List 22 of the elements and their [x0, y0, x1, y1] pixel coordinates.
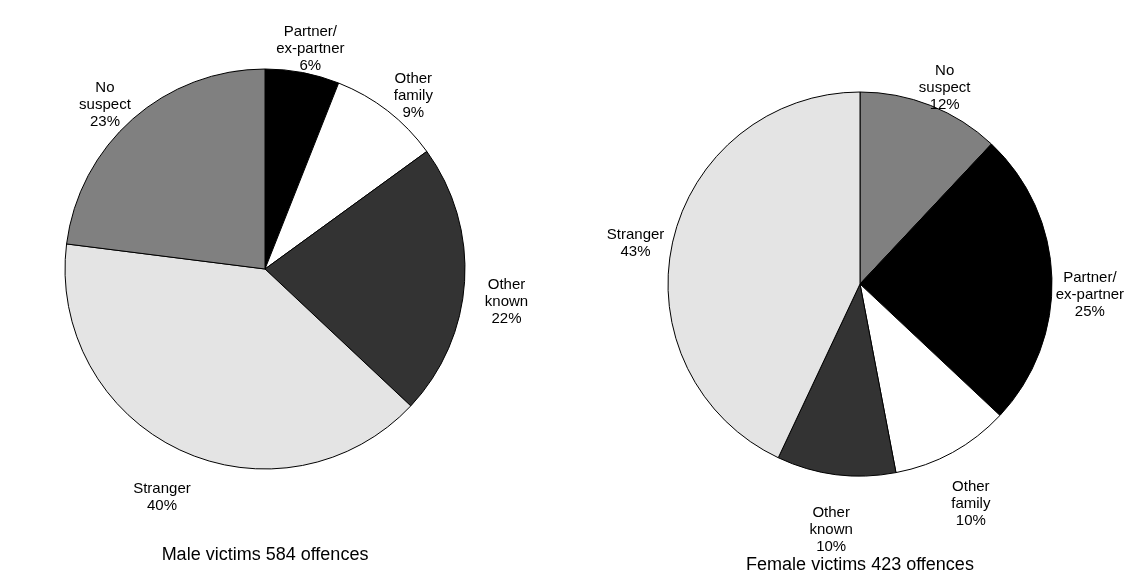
data-label: 25% — [1074, 301, 1105, 319]
data-label: 23% — [89, 112, 120, 130]
slice-label: Other known — [809, 503, 853, 538]
data-label: 10% — [955, 510, 986, 528]
text: Female victims 423 offences — [746, 554, 974, 575]
slice-label: No suspect — [79, 78, 132, 113]
data-label: 10% — [816, 537, 847, 555]
data-label: 40% — [146, 495, 177, 513]
slice-label: No suspect — [918, 61, 972, 96]
text: Male victims 584 offences — [161, 544, 369, 564]
data-label: 22% — [491, 309, 522, 327]
slice-label: Stranger — [133, 478, 191, 496]
slice-label: Other family — [393, 68, 434, 103]
data-label: 6% — [299, 56, 322, 74]
data-label: 12% — [929, 95, 960, 113]
slice-label: Other family — [951, 476, 991, 511]
data-label: 9% — [402, 102, 425, 120]
slice-label: Stranger — [606, 224, 665, 242]
slice-label: Other known — [484, 275, 529, 310]
slice-label: Partner/ex-partner — [276, 22, 345, 57]
slice-label: Partner/ex-partner — [1055, 267, 1125, 302]
data-label: 43% — [620, 241, 651, 259]
